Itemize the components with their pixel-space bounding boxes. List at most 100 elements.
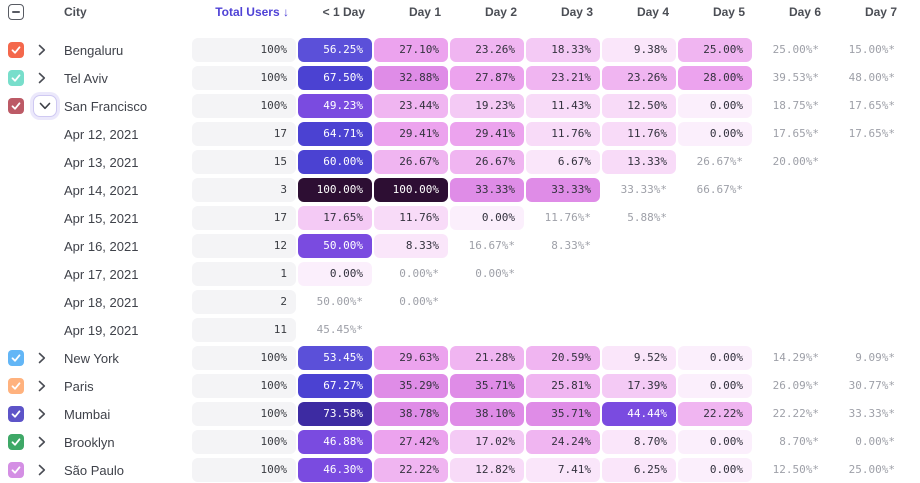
total-users-cell[interactable]: 100% — [192, 94, 296, 118]
total-users-cell[interactable]: 2 — [192, 290, 296, 314]
retention-cell[interactable]: 22.22% — [678, 402, 752, 426]
row-checkbox[interactable] — [8, 98, 24, 114]
retention-cell[interactable]: 29.41% — [374, 122, 448, 146]
retention-cell-incomplete[interactable]: 48.00%* — [848, 71, 895, 84]
retention-cell-incomplete[interactable]: 66.67%* — [696, 183, 743, 196]
retention-cell[interactable]: 0.00% — [678, 346, 752, 370]
column-header-day-7[interactable]: Day 7 — [864, 5, 897, 19]
retention-cell[interactable]: 32.88% — [374, 66, 448, 90]
expand-row-button[interactable] — [38, 436, 46, 448]
retention-cell-incomplete[interactable]: 20.00%* — [772, 155, 819, 168]
retention-cell[interactable]: 0.00% — [678, 430, 752, 454]
row-checkbox[interactable] — [8, 350, 24, 366]
retention-cell-incomplete[interactable]: 17.65%* — [848, 127, 895, 140]
retention-cell[interactable]: 44.44% — [602, 402, 676, 426]
retention-cell[interactable]: 17.02% — [450, 430, 524, 454]
retention-cell[interactable]: 26.67% — [450, 150, 524, 174]
row-checkbox[interactable] — [8, 42, 24, 58]
total-users-cell[interactable]: 3 — [192, 178, 296, 202]
retention-cell[interactable]: 23.21% — [526, 66, 600, 90]
retention-cell[interactable]: 12.50% — [602, 94, 676, 118]
total-users-cell[interactable]: 12 — [192, 234, 296, 258]
column-header-day-3[interactable]: Day 3 — [560, 5, 593, 19]
expand-row-button[interactable] — [38, 352, 46, 364]
retention-cell-incomplete[interactable]: 39.53%* — [772, 71, 819, 84]
retention-cell-incomplete[interactable]: 15.00%* — [848, 43, 895, 56]
retention-cell[interactable]: 50.00% — [298, 234, 372, 258]
retention-cell[interactable]: 100.00% — [374, 178, 448, 202]
retention-cell[interactable]: 12.82% — [450, 458, 524, 482]
expand-row-button[interactable] — [38, 72, 46, 84]
retention-cell[interactable]: 38.78% — [374, 402, 448, 426]
retention-cell[interactable]: 46.88% — [298, 430, 372, 454]
retention-cell-incomplete[interactable]: 5.88%* — [627, 211, 667, 224]
retention-cell[interactable]: 11.76% — [602, 122, 676, 146]
retention-cell[interactable]: 17.39% — [602, 374, 676, 398]
retention-cell[interactable]: 29.63% — [374, 346, 448, 370]
retention-cell[interactable]: 67.27% — [298, 374, 372, 398]
retention-cell[interactable]: 28.00% — [678, 66, 752, 90]
column-header-city[interactable]: City — [64, 5, 87, 19]
retention-cell[interactable]: 38.10% — [450, 402, 524, 426]
retention-cell[interactable]: 53.45% — [298, 346, 372, 370]
retention-cell[interactable]: 0.00% — [678, 94, 752, 118]
collapse-row-button[interactable] — [33, 95, 57, 117]
total-users-cell[interactable]: 100% — [192, 374, 296, 398]
retention-cell[interactable]: 29.41% — [450, 122, 524, 146]
select-all-checkbox[interactable] — [8, 4, 24, 20]
retention-cell-incomplete[interactable]: 0.00%* — [399, 267, 439, 280]
retention-cell[interactable]: 8.33% — [374, 234, 448, 258]
column-header-day-1[interactable]: Day 1 — [408, 5, 441, 19]
retention-cell[interactable]: 73.58% — [298, 402, 372, 426]
row-checkbox[interactable] — [8, 70, 24, 86]
retention-cell-incomplete[interactable]: 30.77%* — [848, 379, 895, 392]
retention-cell-incomplete[interactable]: 16.67%* — [468, 239, 515, 252]
column-header-total-users[interactable]: Total Users ↓ — [215, 5, 289, 19]
total-users-cell[interactable]: 100% — [192, 458, 296, 482]
retention-cell[interactable]: 17.65% — [298, 206, 372, 230]
retention-cell[interactable]: 23.44% — [374, 94, 448, 118]
row-checkbox[interactable] — [8, 406, 24, 422]
total-users-cell[interactable]: 100% — [192, 402, 296, 426]
retention-cell[interactable]: 6.25% — [602, 458, 676, 482]
column-header-day-2[interactable]: Day 2 — [484, 5, 517, 19]
expand-row-button[interactable] — [38, 464, 46, 476]
total-users-cell[interactable]: 15 — [192, 150, 296, 174]
retention-cell[interactable]: 35.71% — [450, 374, 524, 398]
retention-cell[interactable]: 21.28% — [450, 346, 524, 370]
retention-cell[interactable]: 9.38% — [602, 38, 676, 62]
retention-cell-incomplete[interactable]: 33.33%* — [620, 183, 667, 196]
retention-cell-incomplete[interactable]: 0.00%* — [855, 435, 895, 448]
column-header-day-6[interactable]: Day 6 — [788, 5, 821, 19]
retention-cell-incomplete[interactable]: 25.00%* — [848, 463, 895, 476]
total-users-cell[interactable]: 17 — [192, 206, 296, 230]
retention-cell[interactable]: 7.41% — [526, 458, 600, 482]
expand-row-button[interactable] — [38, 380, 46, 392]
total-users-cell[interactable]: 1 — [192, 262, 296, 286]
total-users-cell[interactable]: 100% — [192, 430, 296, 454]
retention-cell-incomplete[interactable]: 8.33%* — [551, 239, 591, 252]
retention-cell[interactable]: 11.76% — [374, 206, 448, 230]
retention-cell[interactable]: 35.29% — [374, 374, 448, 398]
retention-cell[interactable]: 27.10% — [374, 38, 448, 62]
retention-cell[interactable]: 23.26% — [450, 38, 524, 62]
retention-cell-incomplete[interactable]: 8.70%* — [779, 435, 819, 448]
total-users-cell[interactable]: 100% — [192, 66, 296, 90]
retention-cell-incomplete[interactable]: 17.65%* — [848, 99, 895, 112]
retention-cell-incomplete[interactable]: 26.09%* — [772, 379, 819, 392]
retention-cell[interactable]: 67.50% — [298, 66, 372, 90]
retention-cell[interactable]: 24.24% — [526, 430, 600, 454]
retention-cell-incomplete[interactable]: 12.50%* — [772, 463, 819, 476]
retention-cell[interactable]: 0.00% — [678, 122, 752, 146]
retention-cell[interactable]: 9.52% — [602, 346, 676, 370]
retention-cell[interactable]: 56.25% — [298, 38, 372, 62]
retention-cell[interactable]: 23.26% — [602, 66, 676, 90]
retention-cell[interactable]: 27.87% — [450, 66, 524, 90]
row-checkbox[interactable] — [8, 378, 24, 394]
retention-cell[interactable]: 100.00% — [298, 178, 372, 202]
retention-cell[interactable]: 18.33% — [526, 38, 600, 62]
retention-cell[interactable]: 19.23% — [450, 94, 524, 118]
retention-cell[interactable]: 0.00% — [678, 458, 752, 482]
retention-cell-incomplete[interactable]: 26.67%* — [696, 155, 743, 168]
retention-cell[interactable]: 0.00% — [678, 374, 752, 398]
